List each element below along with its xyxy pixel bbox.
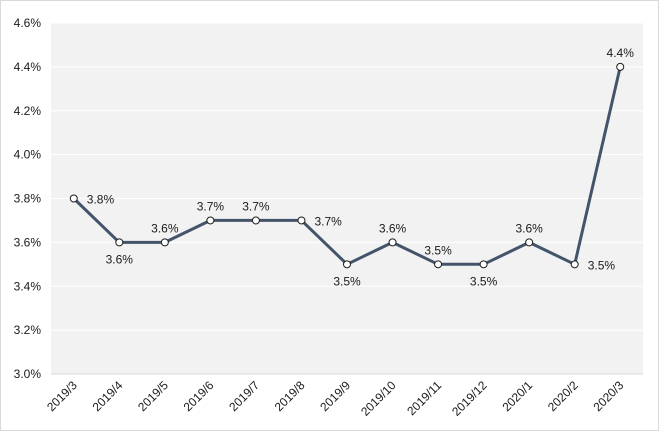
y-tick-label: 4.6% <box>14 16 42 30</box>
x-tick-label: 2020/3 <box>590 378 626 414</box>
data-point <box>160 238 169 247</box>
data-point <box>525 238 534 247</box>
data-point <box>251 216 260 225</box>
x-tick-label: 2020/2 <box>545 378 581 414</box>
y-tick-label: 4.4% <box>14 60 42 74</box>
data-point <box>434 260 443 269</box>
data-point <box>570 260 579 269</box>
x-tick-label: 2019/6 <box>181 378 217 414</box>
data-point <box>343 260 351 269</box>
data-point <box>616 62 625 71</box>
data-label: 3.6% <box>515 221 543 235</box>
y-tick-label: 4.2% <box>14 104 42 118</box>
data-label: 4.4% <box>607 46 635 60</box>
data-label: 3.6% <box>151 221 179 235</box>
y-tick-label: 3.0% <box>14 367 42 381</box>
x-tick-label: 2019/3 <box>44 378 80 414</box>
data-label: 3.6% <box>106 252 134 266</box>
data-label: 3.5% <box>424 243 452 257</box>
data-point <box>388 238 397 247</box>
data-label: 3.6% <box>379 221 407 235</box>
y-tick-label: 3.2% <box>14 323 42 337</box>
data-label: 3.5% <box>470 274 498 288</box>
data-label: 3.5% <box>333 274 361 288</box>
y-tick-label: 4.0% <box>14 148 42 162</box>
y-tick-label: 3.6% <box>14 235 42 249</box>
data-point <box>115 238 124 247</box>
x-tick-label: 2019/8 <box>272 378 308 414</box>
data-label: 3.7% <box>197 199 225 213</box>
x-tick-label: 2019/4 <box>90 378 126 414</box>
x-tick-label: 2019/10 <box>358 378 399 419</box>
data-point <box>69 194 78 203</box>
x-tick-label: 2019/12 <box>449 378 490 419</box>
x-tick-label: 2019/9 <box>317 378 353 414</box>
x-tick-label: 2019/7 <box>226 378 262 414</box>
y-tick-label: 3.8% <box>14 192 42 206</box>
data-point <box>206 216 215 225</box>
x-tick-label: 2020/1 <box>499 378 535 414</box>
data-point <box>297 216 306 225</box>
data-point <box>479 260 488 269</box>
y-tick-label: 3.4% <box>14 279 42 293</box>
x-tick-label: 2019/5 <box>135 378 171 414</box>
data-label: 3.8% <box>87 193 115 207</box>
data-label: 3.7% <box>242 199 270 213</box>
data-label: 3.5% <box>588 258 616 272</box>
data-label: 3.7% <box>314 214 342 228</box>
x-tick-label: 2019/11 <box>404 378 444 418</box>
